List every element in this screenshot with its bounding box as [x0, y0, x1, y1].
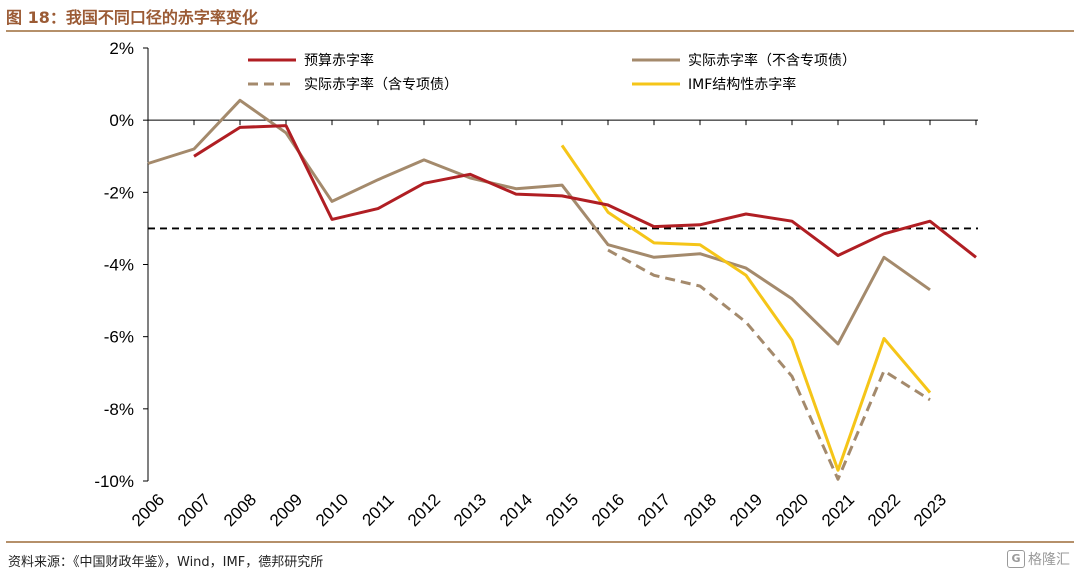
x-tick-label: 2021 [818, 490, 858, 530]
chart-legend: 预算赤字率 实际赤字率（不含专项债） 实际赤字率（含专项债） IMF结构性赤字率 [248, 52, 856, 93]
y-tick-label: -10% [94, 472, 134, 491]
x-tick-label: 2008 [220, 490, 260, 530]
x-tick-label: 2006 [128, 490, 168, 530]
y-tick-label: 2% [109, 39, 134, 58]
legend-label-3: 实际赤字率（含专项债） [304, 76, 458, 93]
x-tick-label: 2018 [680, 490, 720, 530]
x-tick-label: 2010 [312, 490, 352, 530]
series-layer [147, 98, 977, 481]
watermark-text: 格隆汇 [1028, 552, 1070, 568]
x-tick-label: 2022 [864, 490, 904, 530]
x-tick-label: 2015 [542, 490, 582, 530]
legend-label-1: 预算赤字率 [304, 52, 374, 69]
series-line-2 [147, 98, 931, 346]
x-tick-label: 2019 [726, 490, 766, 530]
series-line-3 [607, 248, 931, 481]
x-tick-label: 2014 [496, 490, 536, 530]
y-tick-label: -6% [104, 328, 134, 347]
y-tick-label: -4% [104, 256, 134, 275]
watermark: G 格隆汇 [1007, 549, 1070, 569]
source-note: 资料来源：《中国财政年鉴》，Wind，IMF，德邦研究所 [8, 555, 324, 570]
source-divider [6, 541, 1074, 543]
figure-title: 图 18：我国不同口径的赤字率变化 [6, 8, 258, 27]
x-tick-label: 2013 [450, 490, 490, 530]
x-tick-label: 2023 [910, 490, 950, 530]
y-tick-label: -8% [104, 400, 134, 419]
y-tick-label: 0% [109, 111, 134, 130]
title-divider [6, 30, 1074, 32]
series-line-4 [560, 144, 932, 472]
watermark-logo-icon: G [1007, 550, 1025, 568]
x-tick-label: 2007 [174, 490, 214, 530]
legend-label-4: IMF结构性赤字率 [688, 76, 796, 93]
legend-label-2: 实际赤字率（不含专项债） [688, 52, 856, 69]
y-tick-label: -2% [104, 183, 134, 202]
x-tick-label: 2017 [634, 490, 674, 530]
x-tick-label: 2016 [588, 490, 628, 530]
x-tick-label: 2020 [772, 490, 812, 530]
x-tick-label: 2011 [358, 490, 397, 529]
x-tick-label: 2012 [404, 490, 444, 530]
x-tick-label: 2009 [266, 490, 306, 530]
series-line-1 [193, 124, 977, 259]
